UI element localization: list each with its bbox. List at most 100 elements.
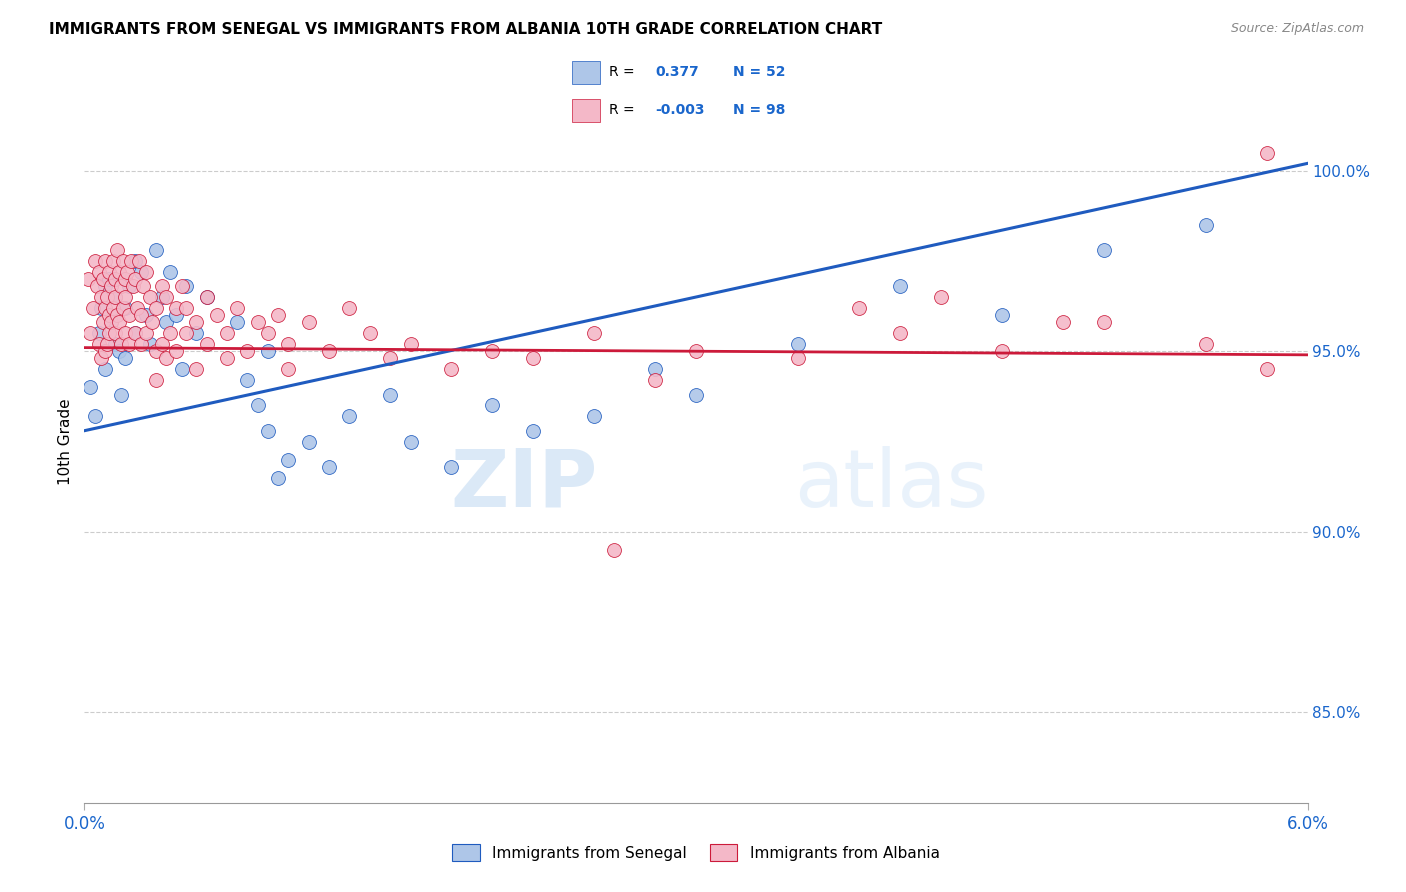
Text: R =: R = (609, 65, 634, 79)
Point (236, 373, 259, 387)
Point (318, 344, 340, 359)
Point (929, 290, 952, 304)
Point (87, 337, 110, 351)
Point (889, 279, 911, 293)
Point (155, 351, 177, 366)
Point (145, 243, 167, 257)
Text: IMMIGRANTS FROM SENEGAL VS IMMIGRANTS FROM ALBANIA 10TH GRADE CORRELATION CHART: IMMIGRANTS FROM SENEGAL VS IMMIGRANTS FR… (49, 22, 883, 37)
Point (128, 254, 150, 268)
Point (246, 399, 269, 413)
Point (127, 301, 149, 315)
Point (277, 362, 299, 376)
Point (114, 301, 136, 315)
Point (93, 279, 115, 293)
Point (339, 409, 361, 424)
Point (685, 344, 707, 359)
Bar (572, 99, 599, 122)
Point (101, 301, 124, 315)
Point (172, 362, 194, 376)
Point (131, 337, 153, 351)
Text: -0.003: -0.003 (655, 103, 704, 118)
Point (114, 272, 136, 286)
Point (159, 265, 181, 279)
Point (141, 315, 163, 329)
Point (380, 387, 402, 401)
Point (114, 326, 136, 341)
Point (440, 459, 463, 474)
Point (522, 424, 544, 438)
Point (522, 351, 544, 366)
Point (115, 265, 138, 279)
Point (1052, 315, 1074, 329)
Point (104, 272, 127, 286)
Point (101, 254, 124, 268)
Point (104, 337, 127, 351)
Point (97, 265, 120, 279)
Point (644, 362, 666, 376)
Point (131, 308, 153, 322)
Point (83, 254, 105, 268)
Point (145, 373, 167, 387)
Point (195, 290, 218, 304)
Point (1256, 145, 1278, 160)
Point (257, 424, 280, 438)
Text: R =: R = (609, 103, 634, 118)
Point (114, 290, 136, 304)
Point (79, 380, 101, 394)
Point (135, 308, 157, 322)
Point (96, 290, 118, 304)
Point (79, 326, 101, 341)
Point (112, 254, 135, 268)
Point (122, 279, 145, 293)
Point (174, 301, 197, 315)
Point (246, 315, 269, 329)
Point (257, 326, 280, 341)
Point (603, 543, 626, 558)
Point (93, 301, 115, 315)
Point (226, 301, 249, 315)
Point (96, 337, 118, 351)
Point (1092, 315, 1115, 329)
Point (787, 337, 810, 351)
Point (848, 301, 870, 315)
Point (1195, 337, 1218, 351)
Point (1256, 362, 1278, 376)
Point (97, 326, 120, 341)
Point (124, 326, 146, 341)
Text: 0.377: 0.377 (655, 65, 699, 79)
Point (236, 344, 259, 359)
Point (86, 279, 108, 293)
Text: ZIP: ZIP (451, 446, 598, 524)
Point (90, 301, 112, 315)
Point (277, 337, 299, 351)
Point (267, 471, 290, 485)
Point (359, 326, 381, 341)
Point (132, 279, 155, 293)
Point (104, 290, 127, 304)
Point (165, 308, 187, 322)
Point (93, 254, 115, 268)
Point (205, 308, 228, 322)
Point (145, 344, 167, 359)
Point (105, 308, 128, 322)
Point (267, 308, 290, 322)
Point (110, 337, 132, 351)
Point (91, 272, 114, 286)
Point (118, 337, 141, 351)
Point (172, 279, 194, 293)
Point (135, 326, 157, 341)
Point (97, 272, 120, 286)
Y-axis label: 10th Grade: 10th Grade (58, 398, 73, 485)
Point (110, 387, 132, 401)
Point (90, 290, 112, 304)
Point (380, 351, 402, 366)
Point (583, 409, 606, 424)
Point (165, 301, 187, 315)
Point (100, 279, 122, 293)
Point (100, 315, 122, 329)
Point (186, 326, 208, 341)
Point (257, 344, 280, 359)
Point (217, 351, 239, 366)
Point (118, 308, 141, 322)
Point (114, 351, 136, 366)
